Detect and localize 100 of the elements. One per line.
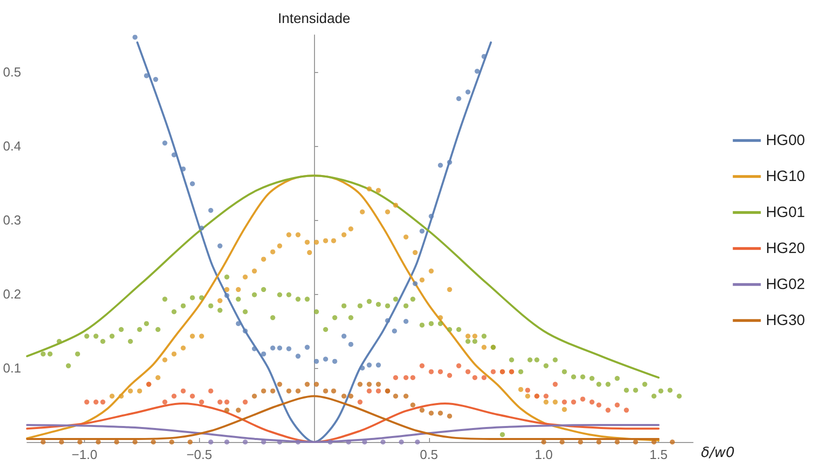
point (552, 400, 558, 405)
point (482, 375, 487, 380)
point (358, 382, 363, 387)
point (346, 440, 352, 444)
point (490, 369, 496, 374)
point (393, 202, 398, 208)
point (428, 268, 434, 274)
point (472, 375, 478, 380)
point (348, 394, 354, 399)
point (438, 162, 443, 168)
point (100, 400, 106, 405)
point (199, 334, 204, 339)
point (261, 351, 266, 356)
point (286, 388, 292, 394)
point (456, 96, 462, 102)
point (328, 440, 333, 444)
point (261, 388, 266, 394)
point (153, 76, 158, 82)
legend-label: HG02 (766, 276, 806, 293)
x-tick-label: 0.5 (420, 447, 438, 461)
point (472, 334, 478, 339)
x-tick-label: −1.0 (72, 447, 98, 461)
point (420, 228, 425, 234)
point (420, 408, 425, 413)
point (314, 358, 319, 364)
point (420, 277, 425, 282)
x-tick-label: 1.0 (534, 447, 553, 461)
point (525, 388, 530, 393)
legend-label: HG01 (766, 204, 806, 221)
point (385, 209, 390, 214)
point (199, 400, 204, 405)
point (376, 362, 381, 368)
point (633, 440, 638, 444)
point (428, 410, 434, 416)
point (482, 344, 487, 350)
point (277, 243, 282, 248)
point (307, 250, 312, 256)
point (270, 388, 276, 394)
point (277, 346, 282, 351)
point (188, 440, 193, 444)
point (560, 440, 565, 444)
point (651, 440, 656, 444)
point (180, 346, 186, 351)
point (236, 287, 241, 292)
point (314, 382, 319, 387)
line-series (26, 424, 660, 443)
point (474, 68, 480, 74)
point (348, 342, 354, 347)
point (304, 344, 310, 350)
point (392, 328, 397, 334)
point (286, 232, 292, 238)
point (180, 388, 186, 394)
point (190, 334, 195, 339)
point (323, 238, 328, 244)
point (544, 400, 549, 405)
point (114, 440, 120, 444)
point (410, 375, 416, 380)
x-tick-label: 1.5 (650, 447, 668, 461)
point (155, 375, 160, 380)
point (96, 440, 101, 444)
point (398, 440, 404, 444)
point (199, 226, 204, 231)
point (447, 414, 452, 419)
point (403, 375, 408, 380)
point (172, 351, 177, 356)
point (190, 394, 195, 399)
point (242, 400, 248, 405)
point (447, 160, 452, 165)
point (252, 394, 257, 399)
point (366, 382, 372, 387)
point (447, 287, 452, 292)
point (358, 400, 363, 405)
point (224, 400, 230, 405)
point (541, 440, 546, 444)
point (224, 408, 230, 413)
point (456, 363, 462, 368)
point (77, 440, 82, 444)
point (296, 354, 301, 359)
point (286, 346, 292, 352)
point (224, 292, 230, 298)
point (208, 440, 214, 444)
point (304, 382, 310, 387)
point (242, 440, 248, 444)
point (242, 328, 248, 334)
point (614, 440, 620, 444)
line-series (136, 41, 492, 443)
point (578, 440, 583, 444)
point (162, 357, 168, 362)
point (465, 89, 470, 94)
point (606, 408, 611, 413)
x-axis-title: δ/w0 (701, 445, 735, 461)
point (412, 281, 418, 286)
point (323, 388, 328, 394)
point (261, 256, 266, 262)
point (224, 287, 230, 292)
point (403, 394, 408, 399)
point (296, 440, 301, 444)
point (84, 400, 90, 405)
point (552, 382, 558, 387)
y-tick-label: 0.1 (2, 360, 22, 376)
